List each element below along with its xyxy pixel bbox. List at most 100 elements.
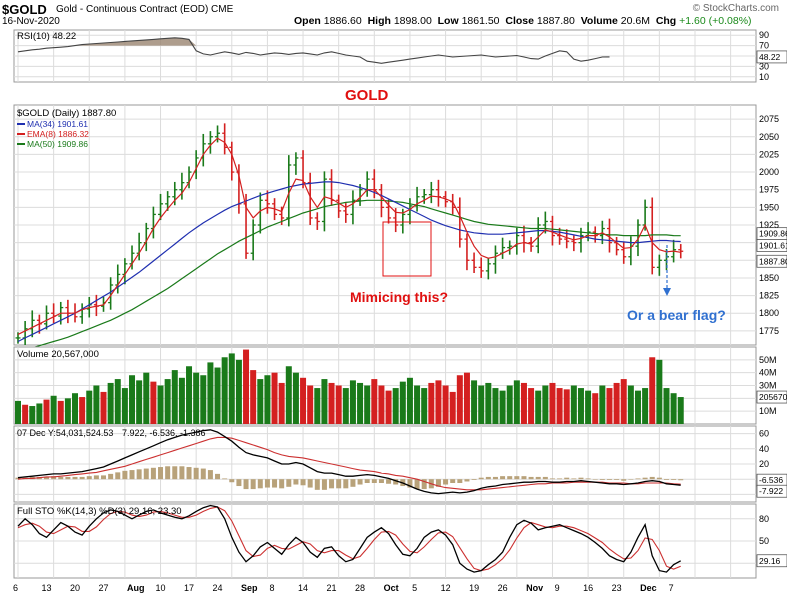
macd-histogram-bar (165, 466, 171, 480)
close-price-tag-box (756, 254, 787, 268)
price-tick-label: 2050 (759, 132, 779, 142)
volume-bar (129, 375, 136, 424)
volume-bar (235, 359, 242, 424)
macd-histogram-bar (485, 476, 491, 480)
ma34-price-tag: 1901.61 (759, 241, 787, 251)
macd-histogram-bar (514, 476, 520, 480)
price-tick-label: 1975 (759, 185, 779, 195)
macd-histogram-bar (65, 476, 71, 480)
macd-histogram-bar (599, 479, 605, 480)
bottom-x-tick-label: 14 (298, 583, 308, 593)
macd-histogram-bar (314, 479, 320, 490)
volume-bar (435, 380, 442, 424)
macd-histogram-bar (79, 476, 85, 480)
price-tick-label: 1850 (759, 273, 779, 283)
macd-histogram-bar (86, 476, 92, 480)
volume-bar (157, 385, 164, 424)
macd-histogram-bar (443, 479, 449, 485)
chart-header: $GOLD Gold - Continuous Contract (EOD) C… (0, 0, 787, 28)
macd-tick-label: 60 (759, 429, 769, 439)
rsi-tick-label: 30 (759, 61, 769, 71)
macd-title: 07 Dec Y:54,031,524.53 (17, 428, 113, 438)
bottom-x-tick-label: 9 (555, 583, 560, 593)
macd-histogram-bar (129, 470, 135, 480)
bottom-x-tick-label: 23 (612, 583, 622, 593)
stoch-title: Full STO %K(14,3) %D(3) 29.16, 23.30 (17, 506, 182, 517)
macd-histogram-bar (207, 470, 213, 480)
ohlc-summary: Open 1886.60 High 1898.00 Low 1861.50 Cl… (294, 15, 752, 27)
macd-histogram-bar (621, 479, 627, 481)
macd-histogram-bar (407, 479, 413, 488)
macd-histogram-bar (222, 478, 228, 480)
stoch-d-line (17, 506, 681, 572)
macd-histogram-bar (51, 476, 57, 480)
chg-label: Chg (655, 15, 677, 27)
macd-histogram-bar (564, 477, 570, 480)
bottom-x-tick-label: Sep (241, 583, 258, 593)
macd-histogram-bar (143, 468, 149, 480)
macd-histogram-bar (492, 476, 498, 480)
open-value: 1886.60 (323, 15, 362, 27)
macd-histogram-bar (108, 473, 114, 480)
volume-bar (328, 382, 335, 424)
volume-bar (627, 385, 634, 424)
macd-histogram-bar (321, 479, 327, 490)
macd-histogram-bar (243, 479, 249, 490)
volume-bar (57, 400, 64, 424)
macd-histogram-bar (606, 479, 612, 480)
macd-signal-tag: -6.536 (759, 475, 783, 485)
volume-bar (371, 379, 378, 424)
volume-bar (549, 382, 556, 424)
volume-bar (214, 367, 221, 424)
bearflag-annotation: Or a bear flag? (627, 307, 726, 323)
volume-bar (193, 372, 200, 424)
close-value: 1887.80 (536, 15, 575, 27)
volume-bar (499, 390, 506, 424)
bottom-x-tick-label: 6 (13, 583, 18, 593)
legend-entry: MA(34) 1901.61 (27, 119, 88, 129)
macd-histogram-bar (656, 477, 662, 480)
macd-histogram-bar (250, 479, 256, 490)
macd-histogram-bar (343, 479, 349, 489)
volume-bar (314, 388, 321, 424)
volume-bar (485, 382, 492, 424)
volume-bar (649, 357, 656, 424)
ma50-price-tag: 1909.86 (759, 229, 787, 239)
macd-histogram-bar (464, 479, 470, 482)
macd-value-tag: -7.922 (759, 486, 783, 496)
macd-histogram-bar (336, 479, 342, 489)
price-tick-label: 1800 (759, 308, 779, 318)
macd-subtitle: 7.922, -6.536, -1.386 (122, 428, 206, 438)
bottom-x-tick-label: 24 (213, 583, 223, 593)
volume-bar (492, 388, 499, 424)
volume-bar (670, 393, 677, 424)
bottom-x-tick-label: 17 (184, 583, 194, 593)
macd-histogram-bar (329, 479, 335, 489)
macd-histogram-bar (528, 476, 534, 480)
volume-bar (100, 391, 107, 424)
stoch-k-line (17, 504, 682, 573)
volume-bar (64, 398, 71, 424)
volume-bar (150, 381, 157, 424)
volume-bar (642, 388, 649, 424)
volume-bar (186, 366, 193, 424)
volume-bar (471, 380, 478, 424)
volume-bar (506, 385, 513, 424)
macd-histogram-bar (215, 473, 221, 480)
volume-bar (257, 379, 264, 424)
macd-histogram-bar (350, 479, 356, 487)
macd-histogram-bar (378, 479, 384, 483)
bear-flag-arrowhead (663, 288, 671, 296)
macd-histogram-bar (614, 479, 620, 480)
macd-histogram-bar (450, 479, 456, 483)
macd-histogram-bar (585, 478, 591, 480)
macd-histogram-bar (549, 478, 555, 480)
ma50-line (17, 199, 681, 353)
mimic-box (382, 221, 432, 277)
volume-bar (385, 390, 392, 424)
bottom-x-tick-label: 12 (441, 583, 451, 593)
volume-bar (357, 382, 364, 424)
volume-bar (15, 400, 21, 424)
macd-line (17, 429, 681, 495)
stoch-last-label-box (756, 554, 787, 568)
